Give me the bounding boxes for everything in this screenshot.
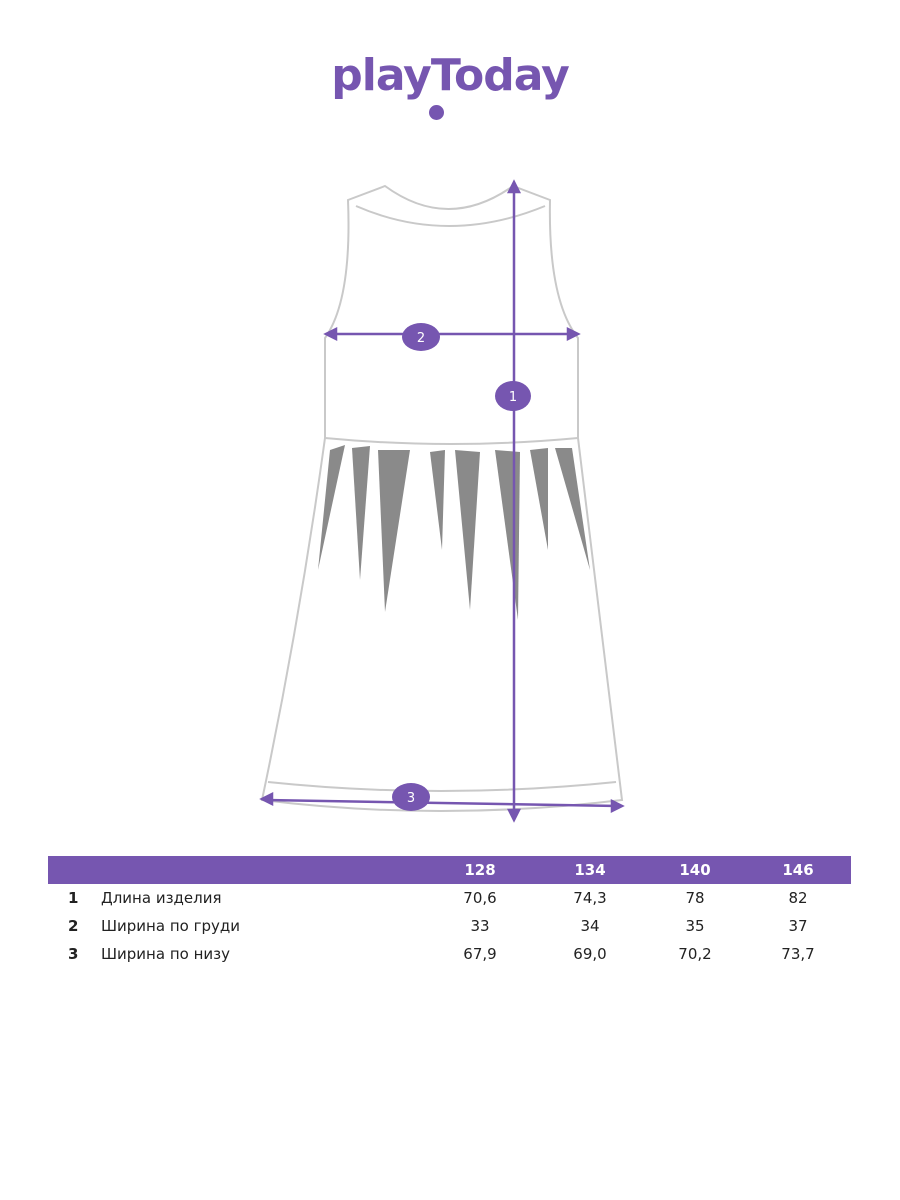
size-header: 140 (679, 861, 711, 879)
svg-text:1: 1 (509, 390, 517, 405)
size-header: 134 (574, 861, 606, 879)
logo-dot (429, 105, 444, 120)
row-label: Ширина по груди (101, 917, 240, 935)
marker-3: 3 (392, 783, 430, 811)
cell: 74,3 (573, 889, 607, 907)
table-row: 3 Ширина по низу 67,9 69,0 70,2 73,7 (48, 940, 851, 968)
logo-text: playToday (331, 50, 570, 101)
cell: 70,6 (463, 889, 497, 907)
table-row: 1 Длина изделия 70,6 74,3 78 82 (48, 884, 851, 912)
cell: 78 (685, 889, 705, 907)
marker-2: 2 (402, 323, 440, 351)
svg-text:2: 2 (417, 331, 425, 346)
size-table: 128 134 140 146 1 Длина изделия 70,6 74,… (48, 856, 851, 968)
table-row: 2 Ширина по груди 33 34 35 37 (48, 912, 851, 940)
dress-outline (260, 184, 624, 812)
measure-lines (259, 179, 625, 823)
cell: 67,9 (463, 945, 497, 963)
row-label: Ширина по низу (101, 945, 230, 963)
size-header: 146 (782, 861, 814, 879)
cell: 70,2 (678, 945, 712, 963)
arrow-head (506, 808, 522, 823)
skirt-folds (318, 445, 590, 620)
arrow-head (506, 179, 522, 194)
cell: 33 (470, 917, 490, 935)
cell: 73,7 (781, 945, 815, 963)
dress-diagram: 2 1 3 (259, 179, 625, 823)
svg-text:3: 3 (407, 791, 415, 806)
cell: 37 (788, 917, 808, 935)
cell: 69,0 (573, 945, 607, 963)
brand-logo: playToday (330, 50, 570, 125)
cell: 35 (685, 917, 705, 935)
marker-1: 1 (495, 381, 531, 411)
row-label: Длина изделия (101, 889, 222, 907)
row-number: 1 (68, 889, 79, 907)
row-number: 3 (68, 945, 79, 963)
row-number: 2 (68, 917, 79, 935)
cell: 82 (788, 889, 808, 907)
size-header: 128 (464, 861, 496, 879)
table-header: 128 134 140 146 (48, 856, 851, 884)
cell: 34 (580, 917, 600, 935)
